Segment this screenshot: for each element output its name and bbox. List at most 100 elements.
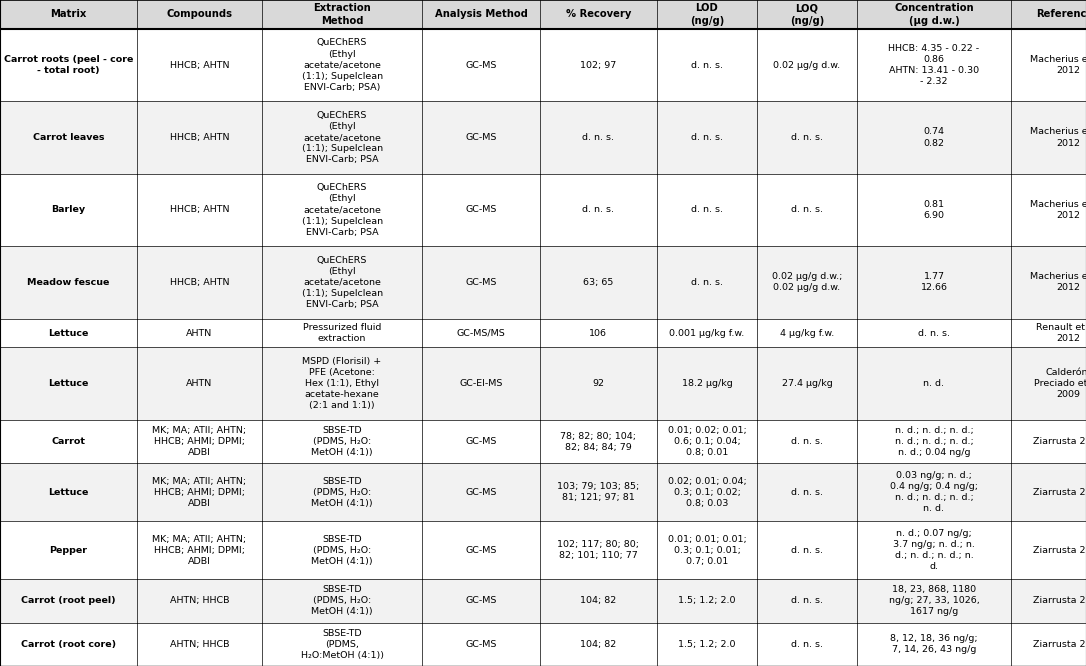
Text: GC-MS: GC-MS — [466, 545, 496, 555]
Text: Matrix: Matrix — [50, 9, 87, 19]
Text: MK; MA; ATII; AHTN;
HHCB; AHMI; DPMI;
ADBI: MK; MA; ATII; AHTN; HHCB; AHMI; DPMI; AD… — [152, 535, 247, 566]
Bar — [0, 579, 1086, 623]
Text: 106: 106 — [590, 328, 607, 338]
Text: Macherius et al.
2012: Macherius et al. 2012 — [1031, 200, 1086, 220]
Text: d. n. s.: d. n. s. — [791, 205, 823, 214]
Text: GC-MS: GC-MS — [466, 278, 496, 287]
Text: AHTN: AHTN — [186, 328, 213, 338]
Text: GC-MS/MS: GC-MS/MS — [457, 328, 505, 338]
Text: Concentration
(µg d.w.): Concentration (µg d.w.) — [894, 3, 974, 26]
Text: 0.01; 0.01; 0.01;
0.3; 0.1; 0.01;
0.7; 0.01: 0.01; 0.01; 0.01; 0.3; 0.1; 0.01; 0.7; 0… — [668, 535, 746, 566]
Text: GC-EI-MS: GC-EI-MS — [459, 379, 503, 388]
Text: Carrot roots (peel - core
- total root): Carrot roots (peel - core - total root) — [3, 55, 134, 75]
Text: 4 µg/kg f.w.: 4 µg/kg f.w. — [780, 328, 834, 338]
Bar — [0, 174, 1086, 246]
Text: 0.001 µg/kg f.w.: 0.001 µg/kg f.w. — [669, 328, 745, 338]
Text: QuEChERS
(Ethyl
acetate/acetone
(1:1); Supelclean
ENVI-Carb; PSA: QuEChERS (Ethyl acetate/acetone (1:1); S… — [302, 256, 382, 309]
Text: SBSE-TD
(PDMS, H₂O:
MetOH (4:1)): SBSE-TD (PDMS, H₂O: MetOH (4:1)) — [312, 535, 372, 566]
Text: Analysis Method: Analysis Method — [434, 9, 528, 19]
Text: GC-MS: GC-MS — [466, 596, 496, 605]
Text: QuEChERS
(Ethyl
acetate/acetone
(1:1); Supelclean
ENVI-Carb; PSA): QuEChERS (Ethyl acetate/acetone (1:1); S… — [302, 39, 382, 92]
Text: GC-MS: GC-MS — [466, 133, 496, 142]
Text: 18, 23, 868, 1180
ng/g; 27, 33, 1026,
1617 ng/g: 18, 23, 868, 1180 ng/g; 27, 33, 1026, 16… — [888, 585, 980, 617]
Text: 0.74
0.82: 0.74 0.82 — [923, 127, 945, 148]
Text: 18.2 µg/kg: 18.2 µg/kg — [682, 379, 732, 388]
Text: d. n. s.: d. n. s. — [791, 640, 823, 649]
Text: d. n. s.: d. n. s. — [582, 205, 615, 214]
Text: Pressurized fluid
extraction: Pressurized fluid extraction — [303, 323, 381, 343]
Text: GC-MS: GC-MS — [466, 61, 496, 70]
Text: 8, 12, 18, 36 ng/g;
7, 14, 26, 43 ng/g: 8, 12, 18, 36 ng/g; 7, 14, 26, 43 ng/g — [891, 634, 977, 654]
Text: d. n. s.: d. n. s. — [582, 133, 615, 142]
Text: Compounds: Compounds — [166, 9, 232, 19]
Text: d. n. s.: d. n. s. — [791, 437, 823, 446]
Text: Extraction
Method: Extraction Method — [313, 3, 371, 26]
Bar — [0, 246, 1086, 318]
Text: 0.02 µg/g d.w.: 0.02 µg/g d.w. — [773, 61, 841, 70]
Text: AHTN; HHCB: AHTN; HHCB — [169, 640, 229, 649]
Bar — [0, 348, 1086, 420]
Text: d. n. s.: d. n. s. — [791, 545, 823, 555]
Text: 0.03 ng/g; n. d.;
0.4 ng/g; 0.4 ng/g;
n. d.; n. d.; n. d.;
n. d.: 0.03 ng/g; n. d.; 0.4 ng/g; 0.4 ng/g; n.… — [889, 471, 978, 513]
Text: AHTN: AHTN — [186, 379, 213, 388]
Text: 0.02; 0.01; 0.04;
0.3; 0.1; 0.02;
0.8; 0.03: 0.02; 0.01; 0.04; 0.3; 0.1; 0.02; 0.8; 0… — [668, 477, 746, 508]
Text: GC-MS: GC-MS — [466, 488, 496, 497]
Text: Lettuce: Lettuce — [48, 379, 89, 388]
Text: Ziarrusta 2015: Ziarrusta 2015 — [1033, 640, 1086, 649]
Text: GC-MS: GC-MS — [466, 205, 496, 214]
Bar — [0, 0, 1086, 29]
Text: Pepper: Pepper — [50, 545, 87, 555]
Text: Calderón-
Preciado et al.
2009: Calderón- Preciado et al. 2009 — [1034, 368, 1086, 400]
Text: d. n. s.: d. n. s. — [691, 61, 723, 70]
Text: 104; 82: 104; 82 — [580, 596, 617, 605]
Bar — [0, 464, 1086, 521]
Text: SBSE-TD
(PDMS, H₂O:
MetOH (4:1)): SBSE-TD (PDMS, H₂O: MetOH (4:1)) — [312, 426, 372, 457]
Text: % Recovery: % Recovery — [566, 9, 631, 19]
Text: 102; 97: 102; 97 — [580, 61, 617, 70]
Text: Ziarrusta 2015: Ziarrusta 2015 — [1033, 437, 1086, 446]
Text: HHCB; AHTN: HHCB; AHTN — [169, 205, 229, 214]
Text: MK; MA; ATII; AHTN;
HHCB; AHMI; DPMI;
ADBI: MK; MA; ATII; AHTN; HHCB; AHMI; DPMI; AD… — [152, 426, 247, 457]
Text: Lettuce: Lettuce — [48, 328, 89, 338]
Text: QuEChERS
(Ethyl
acetate/acetone
(1:1); Supelclean
ENVI-Carb; PSA: QuEChERS (Ethyl acetate/acetone (1:1); S… — [302, 111, 382, 165]
Bar — [0, 420, 1086, 464]
Text: LOD
(ng/g): LOD (ng/g) — [690, 3, 724, 26]
Text: 1.77
12.66: 1.77 12.66 — [921, 272, 947, 292]
Text: 0.02 µg/g d.w.;
0.02 µg/g d.w.: 0.02 µg/g d.w.; 0.02 µg/g d.w. — [772, 272, 842, 292]
Text: 63; 65: 63; 65 — [583, 278, 614, 287]
Text: HHCB; AHTN: HHCB; AHTN — [169, 61, 229, 70]
Text: Ziarrusta 2015: Ziarrusta 2015 — [1033, 596, 1086, 605]
Text: Renault et al.
2012: Renault et al. 2012 — [1036, 323, 1086, 343]
Bar — [0, 318, 1086, 348]
Text: Meadow fescue: Meadow fescue — [27, 278, 110, 287]
Text: 1.5; 1.2; 2.0: 1.5; 1.2; 2.0 — [679, 596, 735, 605]
Text: d. n. s.: d. n. s. — [791, 596, 823, 605]
Text: SBSE-TD
(PDMS, H₂O:
MetOH (4:1)): SBSE-TD (PDMS, H₂O: MetOH (4:1)) — [312, 477, 372, 508]
Bar — [0, 29, 1086, 101]
Text: 0.81
6.90: 0.81 6.90 — [923, 200, 945, 220]
Text: 1.5; 1.2; 2.0: 1.5; 1.2; 2.0 — [679, 640, 735, 649]
Bar — [0, 521, 1086, 579]
Text: References: References — [1036, 9, 1086, 19]
Text: MK; MA; ATII; AHTN;
HHCB; AHMI; DPMI;
ADBI: MK; MA; ATII; AHTN; HHCB; AHMI; DPMI; AD… — [152, 477, 247, 508]
Text: QuEChERS
(Ethyl
acetate/acetone
(1:1); Supelclean
ENVI-Carb; PSA: QuEChERS (Ethyl acetate/acetone (1:1); S… — [302, 183, 382, 236]
Text: Barley: Barley — [51, 205, 86, 214]
Text: Carrot (root core): Carrot (root core) — [21, 640, 116, 649]
Text: d. n. s.: d. n. s. — [691, 278, 723, 287]
Text: SBSE-TD
(PDMS,
H₂O:MetOH (4:1)): SBSE-TD (PDMS, H₂O:MetOH (4:1)) — [301, 629, 383, 660]
Text: Carrot: Carrot — [51, 437, 86, 446]
Text: d. n. s.: d. n. s. — [791, 488, 823, 497]
Text: Carrot leaves: Carrot leaves — [33, 133, 104, 142]
Text: Macherius et al.
2012: Macherius et al. 2012 — [1031, 55, 1086, 75]
Text: d. n. s.: d. n. s. — [791, 133, 823, 142]
Text: MSPD (Florisil) +
PFE (Acetone:
Hex (1:1), Ethyl
acetate-hexane
(2:1 and 1:1)): MSPD (Florisil) + PFE (Acetone: Hex (1:1… — [303, 357, 381, 410]
Text: GC-MS: GC-MS — [466, 640, 496, 649]
Text: 0.01; 0.02; 0.01;
0.6; 0.1; 0.04;
0.8; 0.01: 0.01; 0.02; 0.01; 0.6; 0.1; 0.04; 0.8; 0… — [668, 426, 746, 457]
Text: LOQ
(ng/g): LOQ (ng/g) — [790, 3, 824, 26]
Text: d. n. s.: d. n. s. — [918, 328, 950, 338]
Text: 78; 82; 80; 104;
82; 84; 84; 79: 78; 82; 80; 104; 82; 84; 84; 79 — [560, 432, 636, 452]
Text: HHCB; AHTN: HHCB; AHTN — [169, 133, 229, 142]
Text: Macherius et al.
2012: Macherius et al. 2012 — [1031, 272, 1086, 292]
Text: Lettuce: Lettuce — [48, 488, 89, 497]
Text: Ziarrusta 2015: Ziarrusta 2015 — [1033, 545, 1086, 555]
